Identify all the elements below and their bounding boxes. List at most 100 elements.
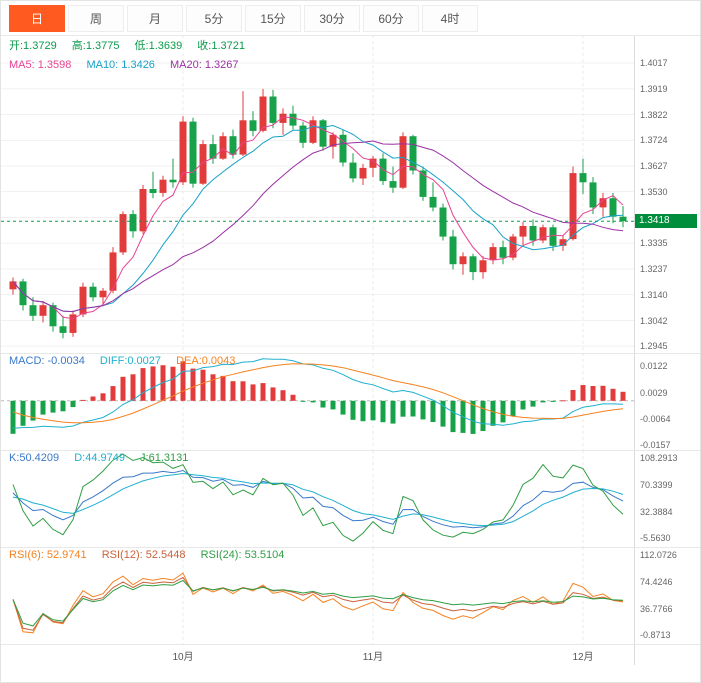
x-axis-divider [1, 644, 700, 645]
period-tab-4hour[interactable]: 4时 [422, 4, 478, 32]
candle[interactable] [309, 120, 317, 143]
y-axis-tick: 0.0122 [640, 361, 668, 372]
candle[interactable] [529, 226, 537, 241]
candle[interactable] [199, 144, 207, 184]
candle[interactable] [329, 134, 337, 147]
candle[interactable] [189, 121, 197, 184]
period-tab-week[interactable]: 周 [68, 4, 124, 32]
candle[interactable] [449, 236, 457, 265]
candle[interactable] [389, 181, 397, 188]
candle[interactable] [589, 182, 597, 208]
candle[interactable] [9, 281, 17, 290]
candle[interactable] [599, 198, 607, 208]
macd-bar [610, 388, 616, 401]
candle[interactable] [79, 286, 87, 315]
candle[interactable] [29, 305, 37, 316]
candle[interactable] [469, 256, 477, 273]
kdj-panel[interactable]: K:50.4209 D:44.9749 J:61.3131 [1, 450, 634, 547]
candle[interactable] [109, 252, 117, 291]
kdj-chart-canvas[interactable] [1, 450, 634, 547]
diff-line [12, 358, 624, 429]
candle[interactable] [619, 216, 627, 222]
macd-bar [70, 400, 76, 408]
rsi-panel[interactable]: RSI(6): 52.9741 RSI(12): 52.5448 RSI(24)… [1, 547, 634, 644]
candle[interactable] [169, 179, 177, 183]
candle[interactable] [209, 144, 217, 159]
macd-bar [530, 400, 536, 407]
macd-bar [10, 400, 16, 434]
candle[interactable] [279, 113, 287, 123]
candle[interactable] [409, 136, 417, 171]
candle[interactable] [369, 158, 377, 168]
candle[interactable] [559, 239, 567, 246]
period-tab-day[interactable]: 日 [9, 4, 65, 32]
candle[interactable] [489, 247, 497, 261]
y-axis-tick: 36.7766 [640, 603, 673, 614]
diff-value: DIFF:0.0027 [99, 355, 162, 367]
candle[interactable] [119, 214, 127, 253]
period-tab-30min[interactable]: 30分 [304, 4, 360, 32]
candle[interactable] [439, 207, 447, 237]
candle[interactable] [89, 286, 97, 298]
price-chart-canvas[interactable] [1, 35, 634, 353]
candle[interactable] [49, 305, 57, 327]
candle[interactable] [419, 170, 427, 197]
period-tab-month[interactable]: 月 [127, 4, 183, 32]
y-axis-tick: -0.0157 [640, 439, 671, 450]
candle[interactable] [359, 167, 367, 179]
candle[interactable] [289, 113, 297, 126]
macd-value: MACD: -0.0034 [9, 355, 85, 367]
macd-bar [560, 400, 566, 402]
candle[interactable] [159, 179, 167, 193]
candle[interactable] [349, 162, 357, 179]
candle[interactable] [259, 96, 267, 131]
candle[interactable] [339, 134, 347, 163]
candle[interactable] [219, 136, 227, 159]
candle[interactable] [319, 120, 327, 147]
candle[interactable] [239, 120, 247, 155]
candle[interactable] [479, 260, 487, 273]
candle[interactable] [59, 326, 67, 333]
macd-panel[interactable]: MACD: -0.0034 DIFF:0.0027 DEA:0.0043 [1, 353, 634, 450]
candle[interactable] [509, 236, 517, 258]
d-line [12, 472, 624, 527]
candle[interactable] [249, 120, 257, 131]
macd-bar [370, 400, 376, 421]
candle[interactable] [459, 256, 467, 265]
candle[interactable] [129, 214, 137, 232]
y-axis-tick: -5.5630 [640, 533, 671, 544]
panel-divider [1, 450, 700, 451]
rsi6-value: RSI(6): 52.9741 [9, 549, 87, 561]
period-tab-5min[interactable]: 5分 [186, 4, 242, 32]
ma5-label: MA5: 1.3598 [9, 59, 72, 71]
candle[interactable] [539, 227, 547, 241]
candle[interactable] [179, 121, 187, 183]
candle[interactable] [429, 196, 437, 208]
candle[interactable] [519, 226, 527, 237]
macd-chart-canvas[interactable] [1, 353, 634, 450]
rsi-chart-canvas[interactable] [1, 547, 634, 644]
macd-bar [170, 366, 176, 401]
macd-bar [520, 400, 526, 410]
candle[interactable] [229, 136, 237, 155]
macd-bar [500, 400, 506, 423]
j-value: J:61.3131 [140, 452, 189, 464]
candle[interactable] [549, 227, 557, 246]
candle[interactable] [269, 96, 277, 123]
candle[interactable] [609, 198, 617, 217]
macd-bar [80, 399, 86, 401]
candle[interactable] [39, 305, 47, 316]
candle[interactable] [99, 290, 107, 298]
period-tab-15min[interactable]: 15分 [245, 4, 301, 32]
candle[interactable] [399, 136, 407, 188]
candle[interactable] [139, 189, 147, 232]
candle[interactable] [299, 125, 307, 143]
candle[interactable] [569, 173, 577, 240]
candle[interactable] [499, 247, 507, 258]
candle[interactable] [579, 173, 587, 183]
ma-row: MA5: 1.3598 MA10: 1.3426 MA20: 1.3267 [9, 56, 257, 75]
period-tab-60min[interactable]: 60分 [363, 4, 419, 32]
candle[interactable] [149, 189, 157, 193]
candle[interactable] [69, 314, 77, 333]
price-panel[interactable]: 开:1.3729 高:1.3775 低:1.3639 收:1.3721 MA5:… [1, 35, 634, 353]
